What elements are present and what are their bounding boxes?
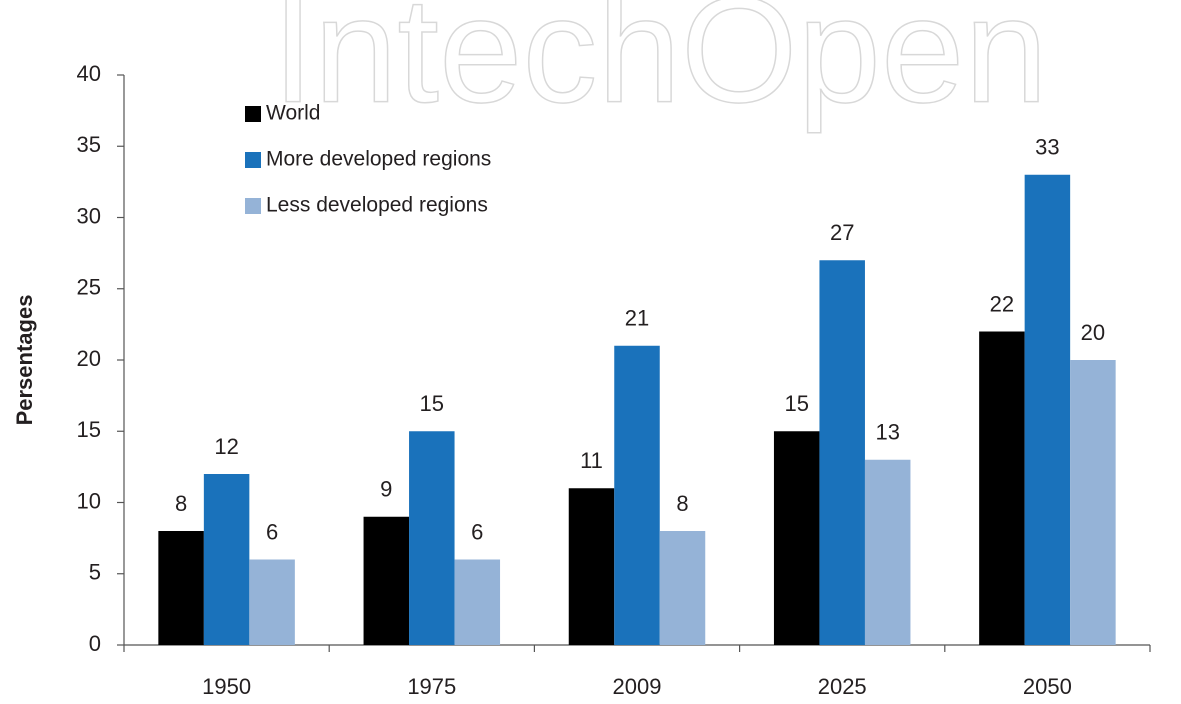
x-tick-label: 2050 — [1023, 674, 1072, 699]
y-tick-label: 15 — [77, 417, 101, 442]
legend-swatch — [245, 106, 261, 122]
y-tick-label: 10 — [77, 488, 101, 513]
value-label: 12 — [214, 434, 238, 459]
bar — [773, 431, 820, 645]
x-tick-label: 1975 — [407, 674, 456, 699]
y-tick-label: 20 — [77, 346, 101, 371]
value-label: 15 — [420, 391, 444, 416]
value-label: 13 — [875, 420, 899, 445]
y-tick-label: 40 — [77, 61, 101, 86]
value-label: 11 — [580, 448, 603, 473]
bar — [363, 516, 410, 645]
value-label: 6 — [471, 519, 483, 544]
bar — [409, 431, 455, 645]
bar — [454, 559, 501, 645]
y-tick-label: 35 — [77, 132, 101, 157]
y-tick-label: 30 — [77, 203, 101, 228]
value-label: 21 — [625, 306, 649, 331]
bar — [1070, 360, 1116, 645]
watermark: IntechOpen — [272, 0, 1048, 134]
bar — [568, 488, 615, 645]
value-label: 20 — [1081, 320, 1105, 345]
legend-label: Less developed regions — [266, 194, 488, 217]
x-tick-label: 2009 — [613, 674, 662, 699]
y-tick-label: 25 — [77, 275, 101, 300]
bar — [203, 474, 250, 645]
bar — [249, 559, 295, 645]
value-label: 15 — [784, 391, 808, 416]
bar — [979, 331, 1025, 645]
legend-swatch — [245, 198, 261, 214]
value-label: 33 — [1035, 135, 1059, 160]
x-tick-label: 2025 — [818, 674, 867, 699]
value-label: 8 — [175, 491, 187, 516]
bar — [864, 459, 911, 645]
bar — [659, 531, 706, 645]
value-label: 6 — [266, 519, 278, 544]
value-label: 9 — [380, 477, 392, 502]
legend-label: More developed regions — [266, 148, 491, 171]
x-tick-label: 1950 — [202, 674, 251, 699]
legend-swatch — [245, 152, 261, 168]
value-label: 22 — [990, 291, 1014, 316]
value-label: 8 — [676, 491, 688, 516]
y-tick-label: 0 — [89, 631, 101, 656]
bar — [1024, 174, 1071, 645]
bar — [158, 531, 204, 645]
legend-label: World — [266, 102, 320, 125]
bar — [819, 260, 865, 645]
bar — [614, 345, 660, 645]
value-label: 27 — [830, 220, 854, 245]
y-axis-label: Persentages — [12, 295, 37, 426]
y-tick-label: 5 — [89, 560, 101, 585]
